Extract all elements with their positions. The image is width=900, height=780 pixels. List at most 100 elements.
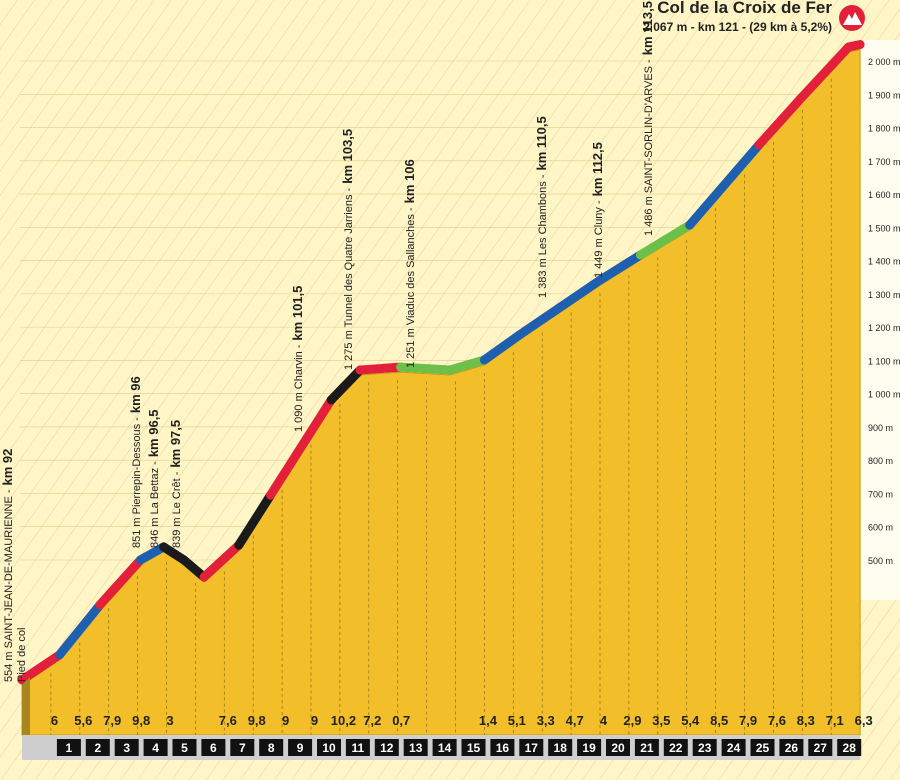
- waypoint-km: km 96,5: [146, 409, 161, 457]
- km-marker: 15: [467, 741, 481, 755]
- km-box: [432, 739, 457, 756]
- gradient-stripe: [514, 275, 605, 340]
- km-box: [345, 739, 370, 756]
- y-tick-label: 1 500 m: [868, 223, 900, 233]
- waypoint-name: 1 251 m Viaduc des Sallanches -: [405, 207, 417, 368]
- waypoint-name: 1 383 m Les Chambons -: [537, 174, 549, 298]
- waypoint-name: 846 m La Bettaz -: [149, 461, 161, 548]
- gradient-label: 7,6: [768, 713, 786, 728]
- km-marker: 3: [123, 741, 130, 755]
- waypoint-km: km 110,5: [534, 116, 549, 170]
- km-marker: 1: [66, 741, 73, 755]
- gradient-label: 5,6: [74, 713, 92, 728]
- km-box: [259, 739, 284, 756]
- km-marker: 23: [698, 741, 712, 755]
- waypoint-label: 839 m Le Crêt - km 97,5: [168, 420, 183, 548]
- waypoint-label: 554 m SAINT-JEAN-DE-MAURIENNE - km 92: [0, 449, 15, 682]
- y-tick-label: 1 300 m: [868, 290, 900, 300]
- km-marker: 6: [210, 741, 217, 755]
- gradient-stripe: [199, 540, 244, 582]
- gradient-label: 7,6: [219, 713, 237, 728]
- km-marker: 18: [554, 741, 568, 755]
- gradient-label: 3,5: [652, 713, 670, 728]
- y-tick-label: 1 200 m: [868, 323, 900, 333]
- waypoint-km: km 92: [0, 449, 15, 486]
- y-tick-label: 700 m: [868, 489, 893, 499]
- waypoint-km: km 103,5: [340, 129, 355, 184]
- waypoint-name: 1 090 m Charvin -: [293, 344, 305, 432]
- y-tick-label: 1 000 m: [868, 390, 900, 400]
- km-box: [779, 739, 804, 756]
- y-tick-label: 800 m: [868, 456, 893, 466]
- waypoint-km: km 101,5: [290, 286, 305, 341]
- km-marker: 28: [843, 741, 857, 755]
- km-marker: 24: [727, 741, 741, 755]
- gradient-stripe: [685, 140, 764, 230]
- km-box: [692, 739, 717, 756]
- km-marker: 22: [669, 741, 683, 755]
- gradient-label: 5,1: [508, 713, 526, 728]
- summit-icon: [839, 5, 865, 31]
- km-marker: 25: [756, 741, 770, 755]
- waypoint-label: 1 090 m Charvin - km 101,5: [290, 286, 305, 432]
- km-marker: 8: [268, 741, 275, 755]
- axis-panel: [856, 40, 900, 600]
- gradient-stripe: [95, 555, 145, 610]
- km-box: [750, 739, 775, 756]
- km-box: [808, 739, 833, 756]
- km-box: [490, 739, 515, 756]
- gradient-label: 3: [166, 713, 173, 728]
- gradient-stripe: [595, 250, 645, 285]
- km-box: [114, 739, 139, 756]
- km-box: [606, 739, 630, 756]
- km-marker: 12: [380, 741, 394, 755]
- km-marker: 26: [785, 741, 799, 755]
- km-box: [577, 739, 602, 756]
- waypoint-km: km 106: [402, 159, 417, 203]
- waypoint-label: 1 383 m Les Chambons - km 110,5: [534, 116, 549, 298]
- km-marker: 13: [409, 741, 423, 755]
- gradient-stripe: [396, 362, 455, 375]
- km-box: [143, 739, 168, 756]
- gradient-stripe: [754, 95, 804, 150]
- gradient-label: 9,8: [132, 713, 150, 728]
- subtitle: 2 067 m - km 121 - (29 km à 5,2%): [643, 20, 832, 34]
- waypoint-name: 839 m Le Crêt -: [171, 471, 183, 548]
- gradient-stripe: [844, 40, 865, 52]
- gradient-stripe: [17, 650, 65, 685]
- waypoint-name: 1 449 m Cluny -: [593, 200, 605, 278]
- km-box: [548, 739, 573, 756]
- km-marker: 4: [152, 741, 159, 755]
- gradient-stripe: [794, 42, 854, 105]
- y-tick-label: 2 000 m: [868, 57, 900, 67]
- gradient-label: 6,3: [855, 713, 873, 728]
- km-box: [230, 739, 255, 756]
- y-tick-label: 1 800 m: [868, 124, 900, 134]
- km-marker: 21: [640, 741, 654, 755]
- y-tick-label: 1 600 m: [868, 190, 900, 200]
- waypoint-label: 1 275 m Tunnel des Quatre Jarriens - km 1…: [340, 129, 355, 370]
- gradient-label: 1,4: [479, 713, 498, 728]
- gradient-label: 7,9: [103, 713, 121, 728]
- gradient-label: 8,3: [797, 713, 815, 728]
- gradient-label: 0,7: [392, 713, 410, 728]
- gradient-label: 7,9: [739, 713, 757, 728]
- km-marker: 9: [297, 741, 304, 755]
- km-marker: 5: [181, 741, 188, 755]
- y-tick-label: 1 400 m: [868, 257, 900, 267]
- km-marker: 7: [239, 741, 246, 755]
- gradient-label: 5,4: [681, 713, 700, 728]
- y-tick-label: 1 700 m: [868, 157, 900, 167]
- km-box: [837, 739, 862, 756]
- title: Col de la Croix de Fer: [657, 0, 832, 17]
- y-tick-label: 1 100 m: [868, 356, 900, 366]
- y-tick-label: 600 m: [868, 523, 893, 533]
- km-box: [663, 739, 688, 756]
- waypoint-name: 851 m Pierrepin-Dessous -: [131, 417, 143, 548]
- km-marker: 2: [94, 741, 101, 755]
- gradient-label: 10,2: [331, 713, 356, 728]
- gradient-label: 4,7: [566, 713, 584, 728]
- km-marker: 10: [322, 741, 336, 755]
- waypoint-note: Pied de col: [16, 628, 28, 682]
